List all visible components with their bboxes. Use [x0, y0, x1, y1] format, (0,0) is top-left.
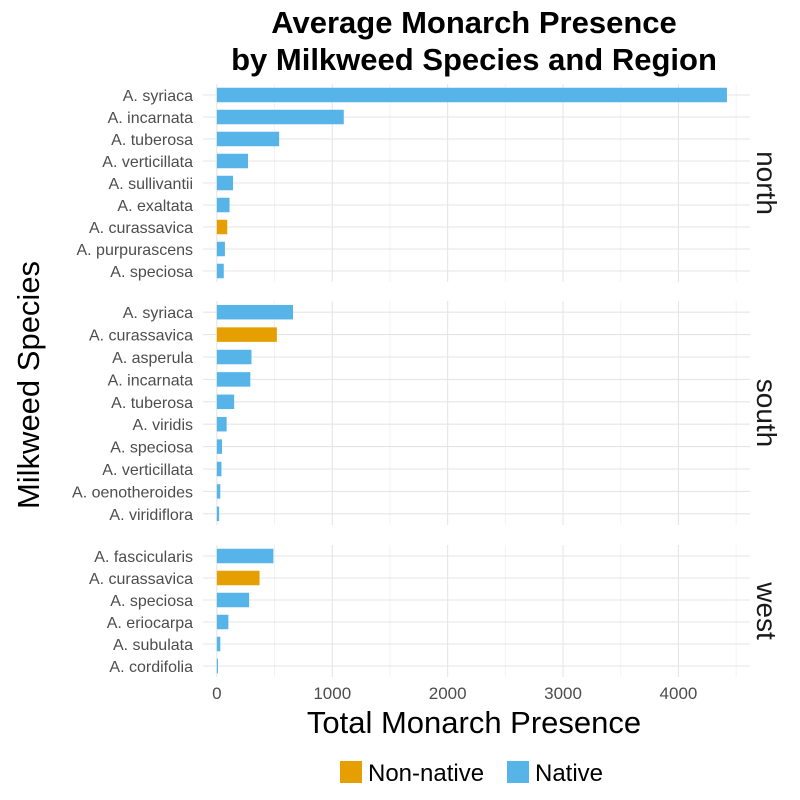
bar-south-averticillata: [216, 461, 222, 477]
legend-label: Native: [535, 760, 603, 787]
bar-north-apurpurascens: [216, 241, 225, 257]
bar-south-aasperula: [216, 349, 252, 365]
y-tick-label: A. purpurascens: [76, 242, 193, 259]
legend-label: Non-native: [368, 760, 484, 787]
y-tick-label: A. incarnata: [108, 372, 193, 389]
y-tick-label: A. viridis: [133, 417, 193, 434]
y-axis-title: Milkweed Species: [11, 261, 46, 509]
chart-panels: A. syriaca A. incarnata A. tuberosa A. vert…: [72, 84, 782, 677]
strip-label-west: west: [751, 581, 782, 640]
y-tick-label: A. curassavica: [89, 571, 193, 588]
strip-label-south: south: [751, 379, 782, 448]
bar-south-atuberosa: [216, 394, 235, 410]
bar-north-acurassavica: [216, 219, 228, 235]
bar-west-acordifolia: [216, 658, 219, 674]
chart-title-line: by Milkweed Species and Region: [231, 42, 717, 77]
y-tick-label: A. verticillata: [102, 462, 193, 479]
y-tick-label: A. exaltata: [117, 198, 193, 215]
y-tick-label: A. tuberosa: [111, 395, 193, 412]
y-tick-label: A. incarnata: [108, 110, 193, 127]
y-tick-label: A. tuberosa: [111, 132, 193, 149]
x-tick-label: 0: [212, 684, 221, 703]
bar-north-aexaltata: [216, 197, 230, 213]
legend: Non-native Native: [340, 760, 603, 787]
chart-title-line: Average Monarch Presence: [271, 5, 676, 40]
bar-south-aviridis: [216, 416, 227, 432]
bar-north-aincarnata: [216, 109, 344, 125]
y-tick-label: A. sullivantii: [109, 176, 193, 193]
y-tick-label: A. fascicularis: [94, 549, 193, 566]
x-axis-title: Total Monarch Presence: [307, 705, 641, 740]
bar-north-atuberosa: [216, 131, 280, 147]
y-tick-label: A. oenotheroides: [72, 484, 193, 501]
y-tick-label: A. eriocarpa: [107, 615, 193, 632]
x-tick-label: 2000: [429, 684, 467, 703]
bar-south-acurassavica: [216, 327, 277, 342]
bar-west-aspeciosa: [216, 592, 250, 608]
bar-north-aspeciosa: [216, 263, 224, 279]
bar-west-acurassavica: [216, 570, 260, 586]
bar-west-aeriocarpa: [216, 614, 229, 630]
bar-north-asyriaca: [216, 87, 727, 103]
x-axis: 0 1000 2000 3000 4000: [212, 684, 697, 703]
bar-south-aoenotheroides: [216, 484, 221, 499]
y-tick-label: A. speciosa: [110, 440, 193, 457]
panel-west: A. fascicularis A. curassavica A. speciosa…: [89, 545, 782, 677]
y-tick-label: A. verticillata: [102, 154, 193, 171]
y-tick-label: A. curassavica: [89, 328, 193, 345]
legend-key-nonnative: [340, 761, 362, 783]
bar-south-asyriaca: [216, 304, 294, 320]
y-tick-label: A. curassavica: [89, 220, 193, 237]
panel-north: A. syriaca A. incarnata A. tuberosa A. vert…: [76, 84, 782, 282]
y-tick-label: A. asperula: [112, 350, 193, 367]
y-tick-label: A. cordifolia: [109, 659, 193, 676]
legend-key-native: [507, 761, 529, 783]
bar-west-asubulata: [216, 636, 221, 652]
y-tick-label: A. speciosa: [110, 593, 193, 610]
bar-south-aviridiflora: [216, 506, 220, 522]
y-tick-label: A. syriaca: [123, 88, 193, 105]
x-tick-label: 3000: [544, 684, 582, 703]
bar-west-afascicularis: [216, 548, 274, 564]
x-tick-label: 1000: [313, 684, 351, 703]
y-tick-label: A. viridiflora: [109, 507, 193, 524]
bar-south-aincarnata: [216, 372, 251, 387]
strip-label-north: north: [751, 151, 782, 215]
y-tick-label: A. subulata: [113, 637, 193, 654]
bar-north-averticillata: [216, 153, 249, 169]
y-tick-label: A. syriaca: [123, 305, 193, 322]
y-tick-label: A. speciosa: [110, 264, 193, 281]
bar-north-asullivantii: [216, 175, 234, 191]
panel-south: A. syriaca A. curassavica A. asperula A. in…: [72, 301, 782, 525]
x-tick-label: 4000: [660, 684, 698, 703]
bar-south-aspeciosa: [216, 439, 223, 454]
